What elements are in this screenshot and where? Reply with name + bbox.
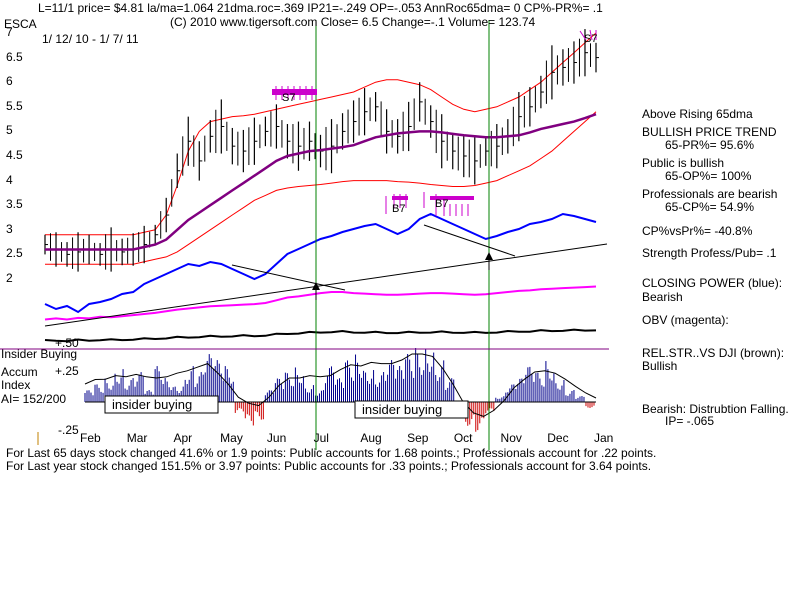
s7-marker-right [579, 29, 597, 41]
side-panel-65cp: 65-CP%= 54.9% [665, 200, 755, 214]
month-axis-label: Aug [360, 431, 382, 445]
arrow-jul-head [312, 282, 320, 290]
rel-strength-polyline [44, 328, 597, 343]
side-panel-rel-str: REL.STR..VS DJI (brown): [642, 346, 785, 360]
side-panel-distribution: Bearish: Distrubtion Falling. [642, 402, 789, 416]
price-axis-label: 6 [6, 74, 13, 89]
footer-line-2: For Last year stock changed 151.5% or 3.… [6, 459, 652, 473]
header-line-2: (C) 2010 www.tigersoft.com Close= 6.5 Ch… [170, 15, 536, 29]
b7-marker-1 [385, 194, 408, 214]
b7-marker-2 [423, 192, 474, 216]
index-label: Index [1, 378, 31, 392]
insider-buying-label: Insider Buying [1, 347, 78, 361]
side-panel-public-bullish: Public is bullish [642, 156, 725, 170]
month-axis-label: Feb [80, 431, 101, 445]
insider-buying-box-2-text: insider buying [362, 402, 443, 417]
month-axis-label: Sep [407, 431, 429, 445]
date-range: 1/ 12/ 10 - 1/ 7/ 11 [42, 32, 139, 46]
month-axis-label: Apr [173, 431, 193, 445]
s7-label-top: S7 [282, 92, 296, 104]
plus25-label: +.25 [55, 364, 79, 378]
side-panel-cp-bearish: Bearish [642, 290, 683, 304]
price-axis-label: 6.5 [6, 49, 23, 64]
price-bars [44, 29, 599, 272]
price-axis-label: 5.5 [6, 98, 23, 113]
price-axis-label: 4 [6, 172, 13, 187]
s7-marker-top [272, 86, 317, 100]
header-line-1: L=11/1 price= $4.81 la/ma=1.064 21dma.ro… [38, 1, 603, 15]
month-axis-label: Nov [500, 431, 522, 445]
month-axis-label: Oct [453, 431, 473, 445]
obv-line [44, 285, 597, 321]
side-panel-65op: 65-OP%= 100% [665, 169, 752, 183]
accum-label: Accum [1, 365, 38, 379]
side-panel-rs-bullish: Bullish [642, 359, 678, 373]
closing-power-polyline [44, 212, 597, 314]
relative-strength-line [44, 328, 597, 343]
month-axis-label: Jul [313, 431, 329, 445]
month-axis-label: Dec [547, 431, 569, 445]
price-axis-label: 7 [6, 25, 13, 39]
price-axis-label: 2 [6, 271, 13, 285]
trendline-3 [423, 224, 516, 257]
side-panel-closing-power: CLOSING POWER (blue): [642, 276, 783, 290]
signal-markers [272, 29, 597, 216]
price-axis-label: 2.5 [6, 246, 23, 261]
insider-buying-box-1-text: insider buying [112, 397, 193, 412]
upper-band-line [45, 32, 597, 236]
footer-line-1: For Last 65 days stock changed 41.6% or … [6, 446, 657, 460]
obv-polyline [44, 285, 597, 321]
trendline-1 [44, 243, 608, 327]
insider-buying-box-2 [354, 400, 469, 419]
ma65-line [45, 113, 597, 251]
trendline-2 [231, 264, 346, 291]
symbol-label: ESCA [4, 17, 37, 31]
price-axis-label: 5 [6, 123, 13, 138]
price-axis-label: 4.5 [6, 148, 23, 162]
month-axis-label: Jan [594, 431, 614, 445]
month-axis-label: May [220, 431, 243, 445]
side-panel-ip: IP= -.065 [665, 414, 715, 428]
closing-power-line [44, 212, 597, 314]
ai-label: AI= 152/200 [1, 392, 67, 406]
side-panel-above-rising: Above Rising 65dma [642, 107, 753, 121]
price-axis-label: 3 [6, 221, 13, 236]
plus50-label: +.50 [55, 336, 79, 350]
arrow-oct-head [485, 252, 493, 260]
moving-average-65 [45, 113, 597, 251]
price-axis-label: 3.5 [6, 197, 23, 212]
lower-band-line [45, 111, 597, 265]
side-panel-bullish-trend: BULLISH PRICE TREND [642, 125, 777, 139]
b7-label-2: B7 [435, 198, 449, 210]
side-panel-professionals: Professionals are bearish [642, 187, 778, 201]
side-panel-65pr: 65-PR%= 95.6% [665, 138, 755, 152]
bollinger-bands [45, 32, 597, 265]
b7-label-1: B7 [392, 203, 406, 215]
minus25-label: -.25 [58, 423, 79, 437]
accumulation-index-bars [84, 348, 597, 432]
s7-label-right: S7 [584, 33, 598, 45]
accum-smoothed-line [84, 353, 597, 417]
side-panel-obv: OBV (magenta): [642, 313, 729, 327]
month-axis-label: Jun [266, 431, 287, 445]
side-panel-strength: Strength Profess/Pub= .1 [642, 246, 777, 260]
side-panel-cpvspr: CP%vsPr%= -40.8% [642, 224, 753, 238]
insider-buying-box-1 [104, 395, 219, 414]
month-axis-label: Mar [126, 431, 148, 445]
